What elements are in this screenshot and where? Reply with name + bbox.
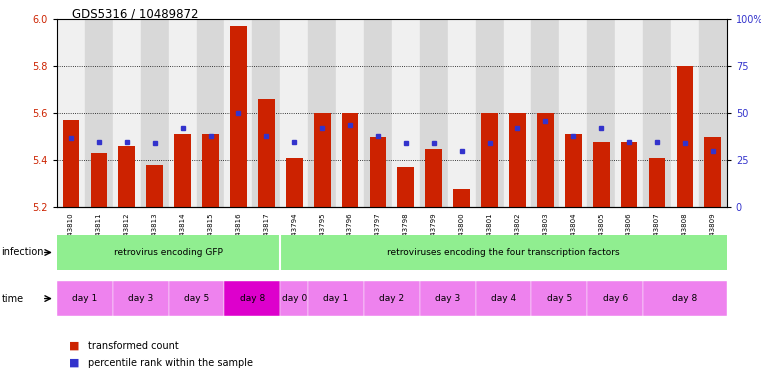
Bar (420, 19, 447, 207)
Bar (537, 113, 554, 207)
Bar (559, 19, 587, 207)
Bar (621, 142, 638, 207)
Text: day 8: day 8 (672, 294, 698, 303)
Bar (141, 19, 169, 207)
Bar (447, 19, 476, 207)
Bar (91, 153, 107, 207)
Bar (370, 137, 387, 207)
Bar (643, 19, 671, 207)
Bar (308, 19, 336, 207)
Bar (202, 134, 219, 207)
Bar (62, 120, 79, 207)
Text: day 1: day 1 (72, 294, 97, 303)
Bar (314, 113, 330, 207)
Bar (336, 19, 364, 207)
Bar (253, 19, 280, 207)
Text: day 5: day 5 (184, 294, 209, 303)
Text: day 3: day 3 (435, 294, 460, 303)
Bar (420, 281, 476, 316)
Bar (286, 158, 303, 207)
Text: retroviruses encoding the four transcription factors: retroviruses encoding the four transcrip… (387, 248, 620, 257)
Text: day 0: day 0 (282, 294, 307, 303)
Bar (587, 281, 643, 316)
Bar (509, 113, 526, 207)
Bar (230, 26, 247, 207)
Text: infection: infection (2, 247, 44, 258)
Bar (57, 19, 85, 207)
Bar (593, 142, 610, 207)
Text: day 1: day 1 (323, 294, 349, 303)
Bar (425, 149, 442, 207)
Text: day 8: day 8 (240, 294, 265, 303)
Bar (481, 113, 498, 207)
Bar (364, 19, 392, 207)
Text: percentile rank within the sample: percentile rank within the sample (88, 358, 253, 368)
Bar (258, 99, 275, 207)
Bar (57, 235, 280, 270)
Bar (169, 281, 224, 316)
Bar (113, 19, 141, 207)
Text: day 3: day 3 (128, 294, 154, 303)
Bar (280, 235, 727, 270)
Bar (224, 19, 253, 207)
Bar (169, 19, 196, 207)
Text: day 4: day 4 (491, 294, 516, 303)
Bar (705, 137, 721, 207)
Bar (565, 134, 581, 207)
Text: time: time (2, 293, 24, 304)
Bar (57, 281, 113, 316)
Bar (342, 113, 358, 207)
Bar (280, 281, 308, 316)
Bar (308, 281, 364, 316)
Bar (280, 19, 308, 207)
Bar (531, 19, 559, 207)
Bar (531, 281, 587, 316)
Bar (364, 281, 420, 316)
Bar (587, 19, 615, 207)
Bar (392, 19, 420, 207)
Bar (454, 189, 470, 207)
Bar (648, 158, 665, 207)
Text: ■: ■ (68, 358, 79, 368)
Bar (85, 19, 113, 207)
Bar (677, 66, 693, 207)
Bar (671, 19, 699, 207)
Bar (476, 281, 531, 316)
Bar (397, 167, 414, 207)
Bar (119, 146, 135, 207)
Bar (146, 165, 163, 207)
Text: ■: ■ (68, 341, 79, 351)
Bar (504, 19, 531, 207)
Bar (224, 281, 280, 316)
Bar (196, 19, 224, 207)
Bar (643, 281, 727, 316)
Text: retrovirus encoding GFP: retrovirus encoding GFP (114, 248, 223, 257)
Bar (699, 19, 727, 207)
Text: transformed count: transformed count (88, 341, 178, 351)
Text: GDS5316 / 10489872: GDS5316 / 10489872 (72, 8, 199, 21)
Text: day 2: day 2 (379, 294, 405, 303)
Bar (476, 19, 504, 207)
Bar (113, 281, 169, 316)
Bar (615, 19, 643, 207)
Text: day 6: day 6 (603, 294, 628, 303)
Text: day 5: day 5 (546, 294, 572, 303)
Bar (174, 134, 191, 207)
